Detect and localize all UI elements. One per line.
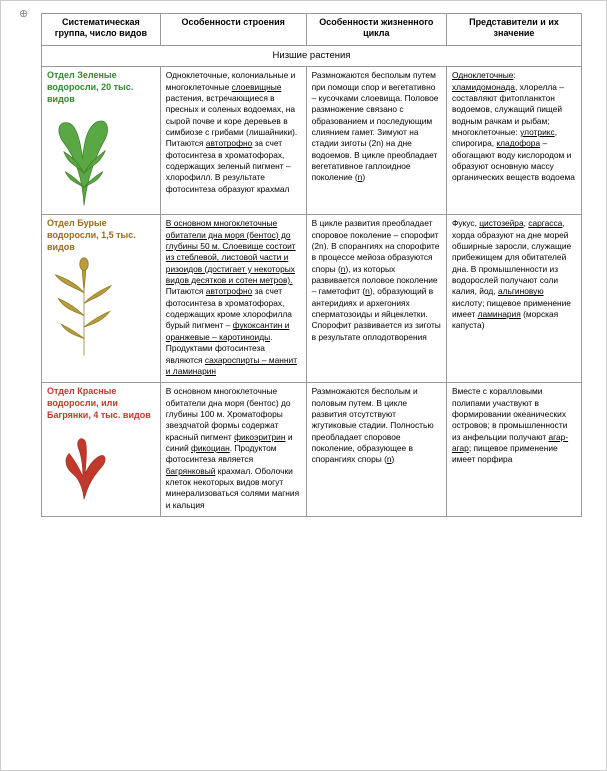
lifecycle-cell: В цикле развития преобладает споровое по… — [306, 215, 446, 383]
structure-cell: В основном многоклеточные обитатели дна … — [160, 215, 306, 383]
section-title: Низшие растения — [42, 45, 582, 67]
group-cell: Отдел Красные водоросли, или Багрянки, 4… — [42, 383, 161, 517]
green-alga-icon — [47, 109, 121, 209]
header-row: Систематическая группа, число видов Особ… — [42, 14, 582, 46]
reps-cell: Фукус, цистозейра, саргасса, хорда образ… — [446, 215, 581, 383]
header-group: Систематическая группа, число видов — [42, 14, 161, 46]
document-page: ⊕ Систематическая группа, число видов Ос… — [0, 0, 607, 771]
group-cell: Отдел Бурые водоросли, 1,5 тыс. видов — [42, 215, 161, 383]
classification-table: Систематическая группа, число видов Особ… — [41, 13, 582, 517]
section-row: Низшие растения — [42, 45, 582, 67]
table-row: Отдел Зеленые водоросли, 20 тыс. видов О… — [42, 67, 582, 215]
structure-cell: В основном многоклеточные обитатели дна … — [160, 383, 306, 517]
anchor-icon: ⊕ — [19, 7, 28, 20]
header-lifecycle: Особенности жизненного цикла — [306, 14, 446, 46]
lifecycle-cell: Размножаются бесполым и половым путем. В… — [306, 383, 446, 517]
reps-cell: Вместе с коралловыми полипами участвуют … — [446, 383, 581, 517]
group-cell: Отдел Зеленые водоросли, 20 тыс. видов — [42, 67, 161, 215]
header-reps: Представители и их значение — [446, 14, 581, 46]
group-title: Отдел Красные водоросли, или Багрянки, 4… — [47, 386, 155, 421]
brown-alga-icon — [47, 257, 121, 357]
table-row: Отдел Бурые водоросли, 1,5 тыс. видов — [42, 215, 582, 383]
group-title: Отдел Бурые водоросли, 1,5 тыс. видов — [47, 218, 155, 253]
lifecycle-cell: Размножаются бесполым путем при помощи с… — [306, 67, 446, 215]
structure-cell: Одноклеточные, колониальные и многоклето… — [160, 67, 306, 215]
group-title: Отдел Зеленые водоросли, 20 тыс. видов — [47, 70, 155, 105]
red-alga-icon — [47, 425, 121, 505]
reps-cell: Одноклеточные: хламидомонада, хлорелла –… — [446, 67, 581, 215]
table-row: Отдел Красные водоросли, или Багрянки, 4… — [42, 383, 582, 517]
header-structure: Особенности строения — [160, 14, 306, 46]
